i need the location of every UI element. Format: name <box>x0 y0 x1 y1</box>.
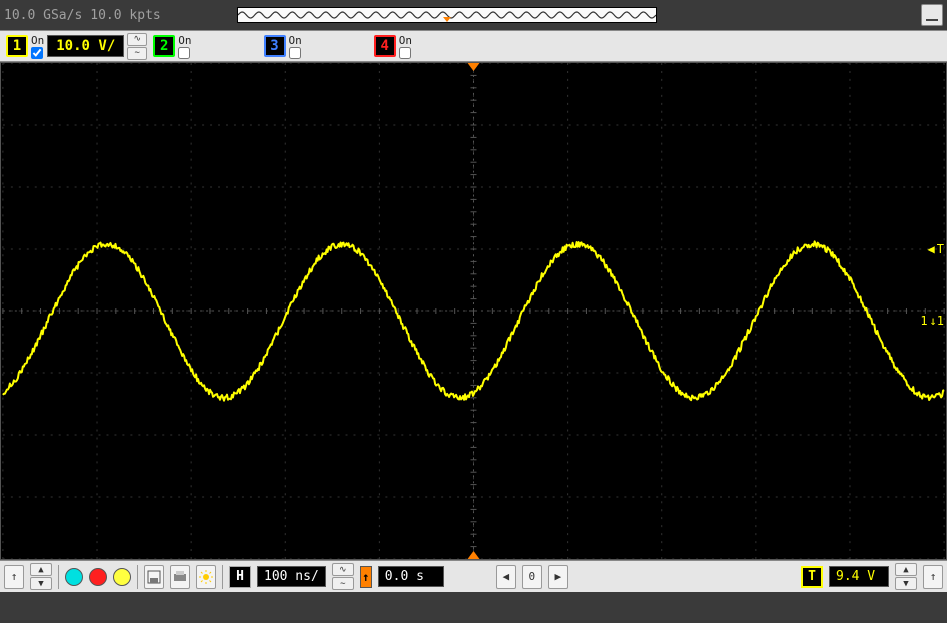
scroll-up-button[interactable]: ▲ <box>30 563 52 576</box>
channel-3-on-toggle[interactable]: On <box>289 34 302 59</box>
nudge-right-button[interactable]: ▶ <box>548 565 568 589</box>
channel-3-on-label: On <box>289 34 302 47</box>
trigger-time-indicator[interactable]: ↑ <box>360 566 372 588</box>
time-per-div[interactable]: 100 ns/ <box>257 566 326 587</box>
scroll-down-button[interactable]: ▼ <box>30 577 52 590</box>
scope-svg <box>1 63 946 559</box>
color-red-button[interactable] <box>89 568 107 586</box>
channel-1-on-label: On <box>31 34 44 47</box>
channel-4-checkbox[interactable] <box>399 47 411 59</box>
bottom-bar: ↑ ▲ ▼ H 100 ns/ ∿ ∼ ↑ 0.0 s ◀ 0 ▶ T 9.4 … <box>0 560 947 592</box>
minimize-button[interactable] <box>921 4 943 26</box>
print-icon[interactable] <box>170 565 190 589</box>
nudge-left-button[interactable]: ◀ <box>496 565 516 589</box>
brightness-icon[interactable] <box>196 565 216 589</box>
channel-3-checkbox[interactable] <box>289 47 301 59</box>
channel-4-on-toggle[interactable]: On <box>399 34 412 59</box>
channel-1-on-toggle[interactable]: On <box>31 34 44 59</box>
reset-zero-button[interactable]: 0 <box>522 565 542 589</box>
ch1-up-button[interactable]: ∿ <box>127 33 147 46</box>
channel-1-badge[interactable]: 1 <box>6 35 28 57</box>
channel-3-badge[interactable]: 3 <box>264 35 286 57</box>
top-bar: 10.0 GSa/s 10.0 kpts <box>0 0 947 30</box>
channel-2-group: 2 On <box>153 34 191 59</box>
arrow-up-icon[interactable]: ↑ <box>4 565 24 589</box>
channel-2-on-toggle[interactable]: On <box>178 34 191 59</box>
trigger-down-button[interactable]: ▼ <box>895 577 917 590</box>
channel-4-on-label: On <box>399 34 412 47</box>
channel-3-group: 3 On <box>264 34 302 59</box>
save-icon[interactable] <box>144 565 164 589</box>
trigger-up-button[interactable]: ▲ <box>895 563 917 576</box>
sample-rate-text: 10.0 GSa/s <box>4 8 82 23</box>
timebase-down-button[interactable]: ∼ <box>332 577 354 590</box>
channel-1-group: 1 On 10.0 V/ ∿ ∼ <box>6 33 147 60</box>
time-position[interactable]: 0.0 s <box>378 566 444 587</box>
channel-2-badge[interactable]: 2 <box>153 35 175 57</box>
trigger-badge[interactable]: T <box>801 566 823 588</box>
channel-4-badge[interactable]: 4 <box>374 35 396 57</box>
channel-1-vdiv[interactable]: 10.0 V/ <box>47 35 124 57</box>
channel-2-checkbox[interactable] <box>178 47 190 59</box>
channel-2-on-label: On <box>178 34 191 47</box>
timebase-up-button[interactable]: ∿ <box>332 563 354 576</box>
oscilloscope-display[interactable]: ◀ T 1 ↓1 <box>0 62 947 560</box>
ch1-down-button[interactable]: ∼ <box>127 47 147 60</box>
trigger-level[interactable]: 9.4 V <box>829 566 889 587</box>
color-yellow-button[interactable] <box>113 568 131 586</box>
channel-bar: 1 On 10.0 V/ ∿ ∼ 2 On 3 On 4 On <box>0 30 947 62</box>
mem-depth-text: 10.0 kpts <box>90 8 160 23</box>
arrow-up-icon-right[interactable]: ↑ <box>923 565 943 589</box>
channel-1-checkbox[interactable] <box>31 47 43 59</box>
horizontal-badge[interactable]: H <box>229 566 251 588</box>
channel-4-group: 4 On <box>374 34 412 59</box>
overview-waveform[interactable] <box>237 7 657 23</box>
color-cyan-button[interactable] <box>65 568 83 586</box>
